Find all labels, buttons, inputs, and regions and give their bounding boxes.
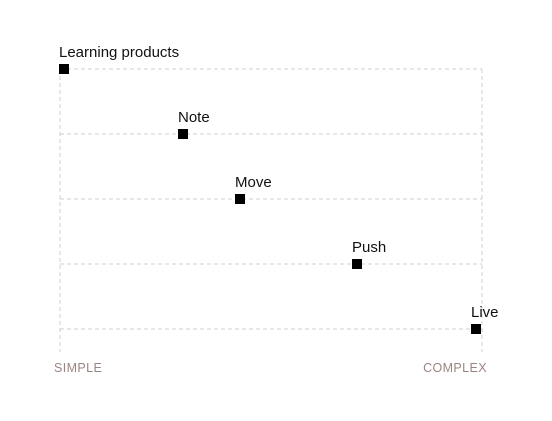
nodes: Learning products Note Move Push Live — [59, 44, 499, 334]
node-label: Live — [471, 304, 499, 321]
node: Learning products — [59, 44, 179, 74]
node-label: Note — [178, 109, 210, 126]
axis-label-simple: SIMPLE — [54, 361, 102, 375]
node: Live — [471, 304, 499, 334]
node-marker — [235, 194, 245, 204]
node-marker — [178, 129, 188, 139]
node-marker — [471, 324, 481, 334]
node-label: Learning products — [59, 44, 179, 61]
node-marker — [59, 64, 69, 74]
node-label: Push — [352, 239, 386, 256]
axis-label-complex: COMPLEX — [423, 361, 487, 375]
node: Push — [352, 239, 386, 269]
node-marker — [352, 259, 362, 269]
node: Note — [178, 109, 210, 139]
node-label: Move — [235, 174, 272, 191]
node: Move — [235, 174, 272, 204]
grid — [59, 68, 483, 352]
